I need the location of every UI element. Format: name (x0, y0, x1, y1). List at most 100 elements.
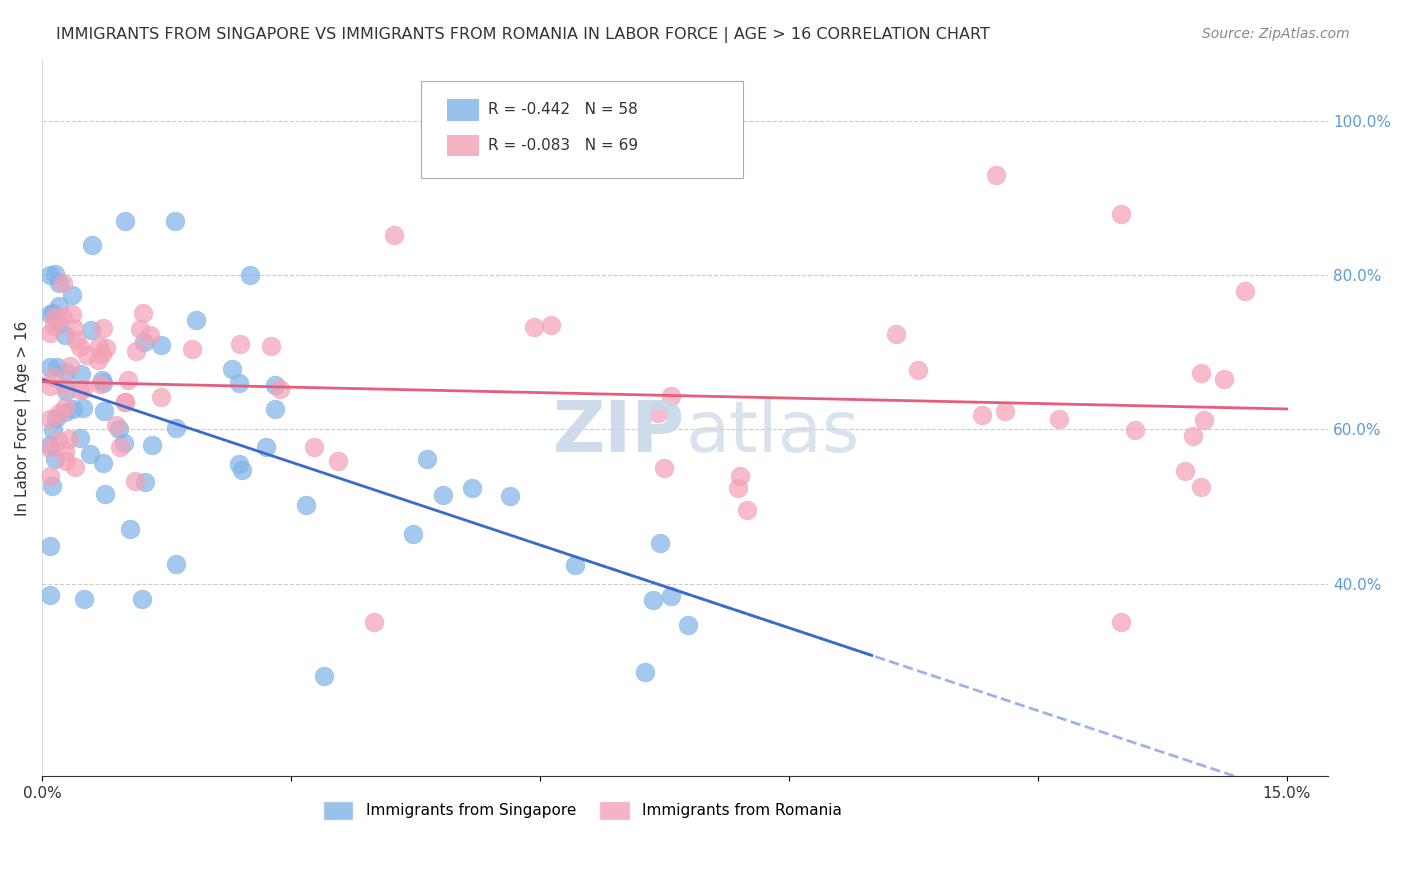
Immigrants from Romania (260, 338, 283, 352)
Immigrants from Romania (150, 391, 173, 405)
Immigrants from Singapore (48, 299, 70, 313)
Immigrants from Singapore (48, 276, 70, 290)
Immigrants from Singapore (42, 305, 65, 319)
Immigrants from Romania (125, 343, 148, 358)
Immigrants from Romania (53, 379, 76, 393)
Immigrants from Romania (363, 615, 385, 629)
Immigrants from Singapore (141, 437, 163, 451)
Immigrants from Romania (65, 333, 87, 347)
Immigrants from Singapore (39, 359, 62, 374)
Immigrants from Romania (44, 318, 66, 333)
Immigrants from Singapore (79, 447, 101, 461)
Immigrants from Romania (114, 395, 136, 409)
Immigrants from Romania (39, 326, 62, 341)
Immigrants from Singapore (134, 334, 156, 349)
Immigrants from Singapore (46, 317, 69, 331)
Immigrants from Singapore (118, 522, 141, 536)
Immigrants from Romania (63, 460, 86, 475)
Immigrants from Singapore (166, 421, 188, 435)
Immigrants from Singapore (461, 481, 484, 495)
Immigrants from Romania (728, 469, 751, 483)
Immigrants from Singapore (39, 268, 62, 282)
Immigrants from Romania (229, 337, 252, 351)
Immigrants from Singapore (53, 404, 76, 418)
Immigrants from Singapore (228, 376, 250, 390)
Immigrants from Singapore (184, 313, 207, 327)
Immigrants from Romania (117, 373, 139, 387)
Immigrants from Romania (128, 322, 150, 336)
Immigrants from Romania (53, 444, 76, 458)
Immigrants from Romania (654, 461, 676, 475)
Immigrants from Romania (735, 502, 758, 516)
Immigrants from Romania (1109, 207, 1132, 221)
Immigrants from Singapore (39, 588, 62, 602)
Immigrants from Singapore (44, 452, 66, 467)
Immigrants from Singapore (221, 362, 243, 376)
Immigrants from Singapore (44, 267, 66, 281)
Immigrants from Romania (132, 306, 155, 320)
Immigrants from Singapore (314, 669, 336, 683)
Immigrants from Romania (53, 400, 76, 414)
Immigrants from Singapore (131, 591, 153, 606)
Immigrants from Singapore (264, 378, 287, 392)
Immigrants from Singapore (659, 589, 682, 603)
Immigrants from Romania (89, 377, 111, 392)
Immigrants from Singapore (165, 557, 187, 571)
Text: IMMIGRANTS FROM SINGAPORE VS IMMIGRANTS FROM ROMANIA IN LABOR FORCE | AGE > 16 C: IMMIGRANTS FROM SINGAPORE VS IMMIGRANTS … (56, 27, 990, 43)
Immigrants from Romania (1189, 480, 1212, 494)
Text: ZIP: ZIP (553, 398, 685, 467)
Immigrants from Singapore (254, 440, 277, 454)
Immigrants from Romania (105, 418, 128, 433)
Immigrants from Singapore (231, 463, 253, 477)
Immigrants from Romania (540, 318, 562, 332)
Immigrants from Singapore (134, 475, 156, 489)
Immigrants from Singapore (69, 367, 91, 381)
Immigrants from Romania (1109, 615, 1132, 629)
Immigrants from Romania (44, 310, 66, 324)
Immigrants from Romania (1213, 372, 1236, 386)
Immigrants from Romania (39, 378, 62, 392)
Immigrants from Romania (108, 440, 131, 454)
Immigrants from Singapore (402, 527, 425, 541)
Immigrants from Singapore (263, 401, 285, 416)
Immigrants from Romania (72, 382, 94, 396)
Immigrants from Romania (886, 326, 908, 341)
Immigrants from Singapore (228, 457, 250, 471)
Immigrants from Singapore (55, 365, 77, 379)
Immigrants from Singapore (72, 401, 94, 415)
Immigrants from Romania (139, 327, 162, 342)
Y-axis label: In Labor Force | Age > 16: In Labor Force | Age > 16 (15, 320, 31, 516)
Immigrants from Romania (326, 454, 349, 468)
Immigrants from Singapore (39, 540, 62, 554)
Immigrants from Singapore (39, 307, 62, 321)
Immigrants from Singapore (45, 360, 67, 375)
Immigrants from Romania (48, 406, 70, 420)
Immigrants from Romania (59, 359, 82, 373)
Immigrants from Singapore (163, 214, 186, 228)
Immigrants from Singapore (295, 498, 318, 512)
Immigrants from Romania (55, 454, 77, 468)
Immigrants from Romania (727, 481, 749, 495)
Immigrants from Singapore (42, 423, 65, 437)
Immigrants from Singapore (72, 591, 94, 606)
Immigrants from Singapore (62, 401, 84, 416)
Immigrants from Romania (659, 388, 682, 402)
Text: R = -0.442   N = 58: R = -0.442 N = 58 (488, 103, 638, 117)
Immigrants from Romania (63, 320, 86, 334)
Immigrants from Singapore (90, 373, 112, 387)
Immigrants from Romania (986, 168, 1008, 182)
Immigrants from Romania (1174, 464, 1197, 478)
Immigrants from Singapore (676, 618, 699, 632)
Immigrants from Singapore (643, 592, 665, 607)
Immigrants from Romania (52, 276, 75, 290)
Immigrants from Singapore (114, 214, 136, 228)
Immigrants from Romania (523, 320, 546, 334)
Immigrants from Romania (91, 321, 114, 335)
Immigrants from Singapore (499, 489, 522, 503)
Immigrants from Romania (69, 383, 91, 397)
Immigrants from Romania (304, 440, 326, 454)
Immigrants from Romania (180, 342, 202, 356)
Immigrants from Romania (647, 406, 669, 420)
Immigrants from Romania (58, 433, 80, 447)
Immigrants from Singapore (53, 327, 76, 342)
